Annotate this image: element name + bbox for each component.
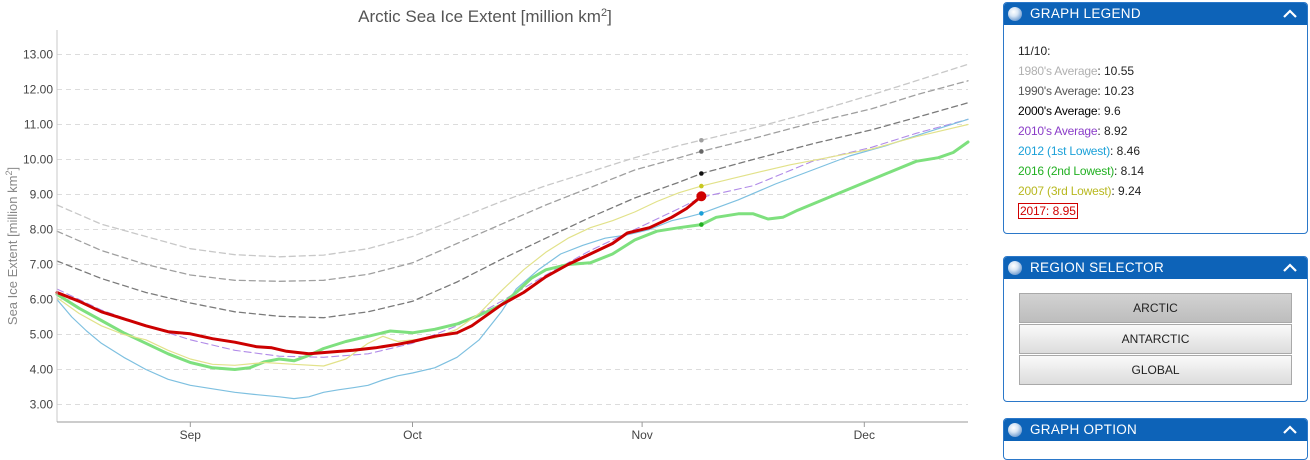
graph-legend-title: GRAPH LEGEND: [1030, 6, 1141, 21]
marker-2012-1st-lowest: [699, 211, 704, 216]
legend-series-name: 2012 (1st Lowest): [1018, 144, 1110, 158]
globe-icon: [1008, 7, 1022, 21]
region-button-antarctic[interactable]: ANTARCTIC: [1019, 324, 1292, 354]
globe-icon: [1008, 261, 1022, 275]
series-line-1990-s-average: [56, 80, 969, 282]
series-line-1980-s-average: [56, 63, 969, 258]
legend-current-year-box: 2017: 8.95: [1018, 203, 1078, 219]
legend-series-name: 1990's Average: [1018, 84, 1098, 98]
region-selector-panel: REGION SELECTOR ARCTIC ANTARCTIC GLOBAL: [1003, 256, 1308, 402]
marker-2000-s-average: [699, 171, 704, 176]
chevron-up-icon[interactable]: [1281, 257, 1299, 279]
y-tick-label: 8.00: [30, 223, 54, 237]
legend-row: 1980's Average: 10.55: [1018, 61, 1307, 81]
y-tick-label: 10.00: [23, 153, 53, 167]
legend-series-value: : 10.55: [1097, 64, 1135, 78]
x-tick-label: Oct: [403, 428, 422, 442]
legend-row: 2010's Average: 8.92: [1018, 121, 1307, 141]
legend-row: 2000's Average: 9.6: [1018, 101, 1307, 121]
chart-area: 3.00 4.00 5.00 6.00 7.00 8.00 9.00 10.00 11.00 12…: [4, 7, 970, 442]
region-buttons: ARCTIC ANTARCTIC GLOBAL: [1004, 279, 1307, 385]
graph-option-panel: GRAPH OPTION: [1003, 418, 1308, 460]
sea-ice-chart: 3.00 4.00 5.00 6.00 7.00 8.00 9.00 10.00 11.00 12…: [4, 7, 970, 442]
legend-series-name: 1980's Average: [1018, 64, 1098, 78]
region-button-global[interactable]: GLOBAL: [1019, 355, 1292, 385]
series-line-2007-3rd-lowest: [56, 123, 969, 367]
series-line-2010-s-average: [56, 118, 969, 358]
marker-layer: [696, 137, 707, 227]
y-tick-label: 7.00: [30, 258, 54, 272]
legend-row: 1990's Average: 10.23: [1018, 81, 1307, 101]
legend-series-name: 2007 (3rd Lowest): [1018, 184, 1112, 198]
legend-series-name: 2000's Average: [1018, 104, 1098, 118]
y-tick-label: 12.00: [23, 83, 53, 97]
region-selector-header[interactable]: REGION SELECTOR: [1004, 257, 1307, 279]
y-tick-label: 5.00: [30, 328, 54, 342]
region-selector-title: REGION SELECTOR: [1030, 260, 1165, 275]
series-line-2017: [55, 194, 703, 356]
y-tick-label: 13.00: [23, 48, 53, 62]
y-tick-label: 6.00: [30, 293, 54, 307]
legend-series-value: : 8.46: [1110, 144, 1141, 158]
x-tick-label: Dec: [854, 428, 875, 442]
axis-layer: 3.00 4.00 5.00 6.00 7.00 8.00 9.00 10.00 11.00 12…: [23, 30, 968, 442]
graph-option-header[interactable]: GRAPH OPTION: [1004, 419, 1307, 441]
legend-row: 2016 (2nd Lowest): 8.14: [1018, 161, 1307, 181]
graph-legend-header[interactable]: GRAPH LEGEND: [1004, 3, 1307, 25]
y-tick-label: 4.00: [30, 363, 54, 377]
legend-series-name: 2016 (2nd Lowest): [1018, 164, 1114, 178]
legend-row: 2017: 8.95: [1018, 201, 1307, 221]
graph-legend-panel: GRAPH LEGEND 11/10: 1980's Average: 10.5…: [1003, 2, 1308, 234]
legend-series-value: : 8.95: [1045, 204, 1076, 218]
legend-rows: 1980's Average: 10.55 1990's Average: 10.…: [1018, 61, 1307, 221]
legend-series-value: : 8.14: [1114, 164, 1145, 178]
legend-body: 11/10: 1980's Average: 10.55 1990's Avera…: [1004, 25, 1307, 221]
legend-series-name: 2017: [1020, 204, 1046, 218]
globe-icon: [1008, 423, 1022, 437]
y-tick-label: 11.00: [24, 118, 53, 132]
marker-1980-s-average: [699, 137, 704, 143]
marker-2007-3rd-lowest: [699, 183, 704, 189]
legend-series-value: : 9.24: [1111, 184, 1142, 198]
series-line-2012-1st-lowest: [56, 118, 969, 400]
chevron-up-icon[interactable]: [1281, 3, 1299, 25]
legend-series-value: : 10.23: [1097, 84, 1135, 98]
x-tick-label: Sep: [180, 428, 202, 442]
legend-row: 2012 (1st Lowest): 8.46: [1018, 141, 1307, 161]
legend-row: 2007 (3rd Lowest): 9.24: [1018, 181, 1307, 201]
series-line-2000-s-average: [56, 102, 969, 319]
marker-2016-2nd-lowest: [699, 222, 704, 227]
legend-series-value: : 9.6: [1097, 104, 1121, 118]
graph-option-title: GRAPH OPTION: [1030, 422, 1138, 437]
chevron-up-icon[interactable]: [1281, 419, 1299, 441]
y-tick-label: 9.00: [30, 188, 54, 202]
y-axis-label: Sea Ice Extent [million km2]: [4, 167, 20, 325]
y-tick-label: 3.00: [30, 398, 54, 412]
region-button-arctic[interactable]: ARCTIC: [1019, 293, 1292, 323]
chart-title: Arctic Sea Ice Extent [million km2]: [358, 7, 612, 26]
marker-2017: [696, 191, 707, 202]
x-tick-label: Nov: [631, 428, 652, 442]
marker-1990-s-average: [699, 149, 704, 154]
legend-date: 11/10:: [1018, 44, 1051, 58]
series-line-2016-2nd-lowest: [55, 140, 970, 371]
series-layer: [55, 63, 970, 400]
legend-series-value: : 8.92: [1097, 124, 1128, 138]
legend-series-name: 2010's Average: [1018, 124, 1098, 138]
